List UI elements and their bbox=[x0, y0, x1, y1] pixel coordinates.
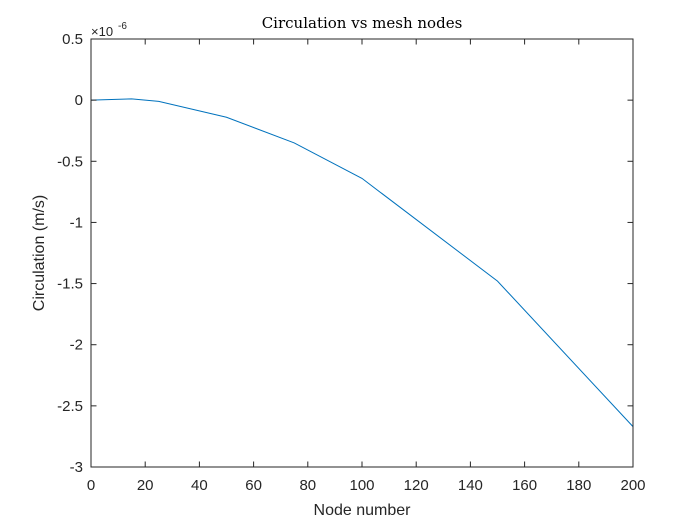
x-tick-label: 120 bbox=[404, 477, 429, 494]
y-axis-label: Circulation (m/s) bbox=[31, 195, 48, 311]
x-tick-label: 60 bbox=[245, 477, 262, 494]
x-tick-label: 200 bbox=[620, 477, 645, 494]
ticks-layer: 0 20 40 60 80 100 120 140 160 180 200 0.5 0 -0.5 -1 -1.… bbox=[57, 31, 645, 494]
series-layer bbox=[90, 98, 634, 427]
x-tick-label: 20 bbox=[137, 477, 154, 494]
x-tick-label: 80 bbox=[299, 477, 316, 494]
y-axis-exponent-power: -6 bbox=[118, 21, 127, 32]
y-axis-exponent-base: ×10 bbox=[91, 24, 113, 39]
y-tick-label: -2 bbox=[70, 337, 83, 354]
x-tick-label: 180 bbox=[566, 477, 591, 494]
y-tick-label: -1.5 bbox=[57, 276, 83, 293]
x-tick-label: 100 bbox=[349, 477, 374, 494]
x-tick-label: 160 bbox=[512, 477, 537, 494]
y-tick-label: -3 bbox=[70, 459, 83, 476]
chart-title: Circulation vs mesh nodes bbox=[262, 14, 463, 32]
y-tick-label: -1 bbox=[70, 214, 83, 231]
y-tick-label: 0.5 bbox=[62, 31, 83, 48]
x-tick-label: 140 bbox=[458, 477, 483, 494]
y-tick-label: 0 bbox=[75, 92, 83, 109]
x-tick-label: 40 bbox=[191, 477, 208, 494]
y-tick-label: -2.5 bbox=[57, 398, 83, 415]
y-tick-label: -0.5 bbox=[57, 153, 83, 170]
series-line bbox=[90, 98, 634, 427]
plot-area bbox=[91, 39, 633, 467]
x-tick-label: 0 bbox=[87, 477, 95, 494]
x-axis-label: Node number bbox=[314, 502, 412, 519]
